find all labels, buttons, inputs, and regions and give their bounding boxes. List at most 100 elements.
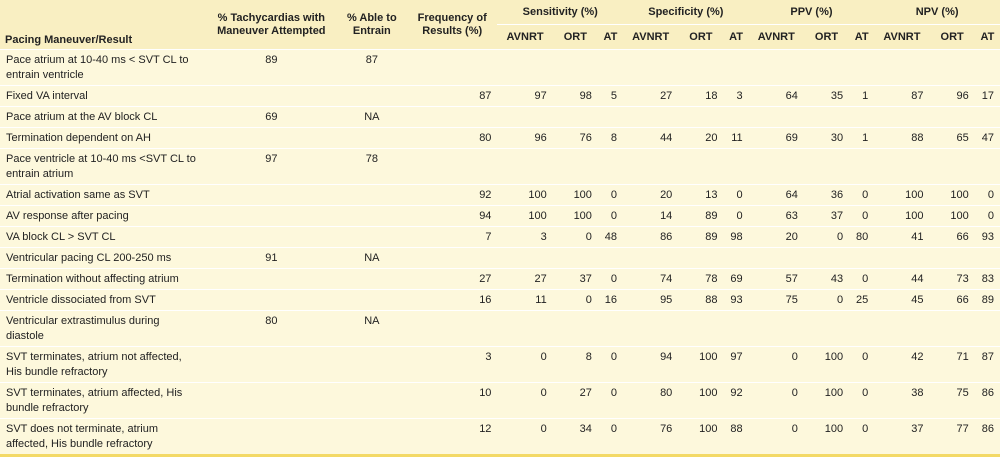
cell: 66	[929, 289, 975, 311]
cell: 11	[723, 127, 749, 149]
cell: 75	[929, 382, 975, 419]
group-header: NPV (%)	[874, 0, 1000, 25]
cell: NA	[336, 247, 407, 269]
cell	[748, 310, 804, 347]
cell	[597, 106, 624, 128]
cell	[597, 148, 624, 185]
cell: 87	[407, 85, 498, 107]
cell	[723, 106, 749, 128]
cell	[597, 247, 624, 269]
cell: 89	[206, 49, 337, 86]
cell: 69	[723, 268, 749, 290]
cell	[748, 247, 804, 269]
cell	[874, 310, 930, 347]
cell	[407, 247, 498, 269]
cell: 27	[497, 268, 553, 290]
cell: 78	[336, 148, 407, 185]
cell: 16	[597, 289, 624, 311]
subcolumn-header: ORT	[678, 24, 724, 50]
cell: 89	[974, 289, 1000, 311]
cell	[407, 106, 498, 128]
cell: 96	[929, 85, 975, 107]
cell: 66	[929, 226, 975, 248]
column-header: Frequency of Results (%)	[407, 0, 498, 50]
cell: 64	[748, 184, 804, 206]
cell: 35	[803, 85, 850, 107]
cell: 57	[748, 268, 804, 290]
table-row: SVT does not terminate, atrium affected,…	[0, 418, 1000, 456]
cell: 0	[497, 418, 553, 456]
cell	[552, 49, 598, 86]
table-row: AV response after pacing 94 100 100 0 14 89 0 63…	[0, 205, 1000, 227]
cell	[748, 106, 804, 128]
cell: 88	[874, 127, 930, 149]
cell: 0	[552, 226, 598, 248]
row-label: Ventricle dissociated from SVT	[0, 289, 207, 311]
subcolumn-header: AT	[723, 24, 749, 50]
cell	[849, 106, 875, 128]
cell	[803, 310, 850, 347]
subcolumn-header: ORT	[552, 24, 598, 50]
cell	[803, 148, 850, 185]
cell: 0	[597, 268, 624, 290]
cell	[497, 310, 553, 347]
cell: 0	[748, 382, 804, 419]
row-label: Pace atrium at 10-40 ms < SVT CL to entr…	[0, 49, 207, 86]
cell	[849, 49, 875, 86]
cell: 0	[849, 268, 875, 290]
table-row: Ventricular extrastimulus during diastol…	[0, 310, 1000, 347]
cell: 95	[623, 289, 679, 311]
cell: 0	[748, 418, 804, 456]
cell	[206, 226, 337, 248]
cell	[497, 106, 553, 128]
cell: 80	[849, 226, 875, 248]
cell	[623, 49, 679, 86]
row-label: Termination without affecting atrium	[0, 268, 207, 290]
cell	[723, 247, 749, 269]
cell: 88	[678, 289, 724, 311]
cell: 86	[623, 226, 679, 248]
table-row: Pace ventricle at 10-40 ms <SVT CL to en…	[0, 148, 1000, 185]
cell: 20	[678, 127, 724, 149]
cell	[552, 247, 598, 269]
cell: 38	[874, 382, 930, 419]
cell: 87	[874, 85, 930, 107]
cell: 41	[874, 226, 930, 248]
subcolumn-header: ORT	[929, 24, 975, 50]
cell: 0	[723, 184, 749, 206]
cell	[974, 49, 1000, 86]
cell: 0	[597, 382, 624, 419]
column-header: Pacing Maneuver/Result	[0, 0, 207, 50]
cell: 87	[974, 346, 1000, 383]
cell: 8	[552, 346, 598, 383]
cell: 20	[623, 184, 679, 206]
cell: 69	[206, 106, 337, 128]
cell	[874, 247, 930, 269]
cell: 94	[407, 205, 498, 227]
cell: 78	[678, 268, 724, 290]
cell	[597, 49, 624, 86]
row-label: SVT terminates, atrium affected, His bun…	[0, 382, 207, 419]
cell: 0	[974, 205, 1000, 227]
cell: 1	[849, 85, 875, 107]
cell	[723, 49, 749, 86]
cell: 100	[929, 184, 975, 206]
cell: 10	[407, 382, 498, 419]
cell: 42	[874, 346, 930, 383]
cell: 73	[929, 268, 975, 290]
cell	[552, 148, 598, 185]
cell: 80	[407, 127, 498, 149]
cell: 0	[597, 184, 624, 206]
cell	[206, 85, 337, 107]
cell: NA	[336, 310, 407, 347]
cell	[206, 268, 337, 290]
cell	[336, 382, 407, 419]
cell: 36	[803, 184, 850, 206]
cell	[929, 49, 975, 86]
cell	[678, 310, 724, 347]
cell	[874, 148, 930, 185]
cell: 69	[748, 127, 804, 149]
cell: 71	[929, 346, 975, 383]
cell: 100	[803, 346, 850, 383]
cell	[597, 310, 624, 347]
